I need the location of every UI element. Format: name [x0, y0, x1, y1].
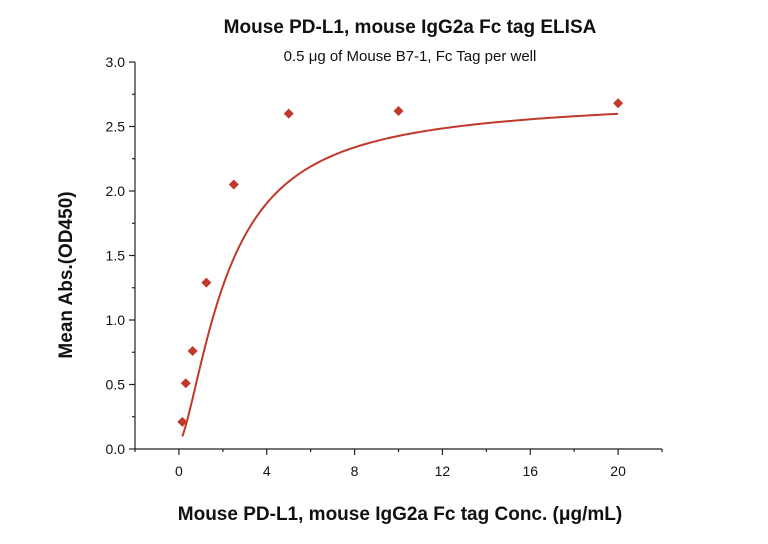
data-points-layer — [177, 98, 624, 427]
y-tick-label: 3.0 — [106, 54, 126, 70]
data-point — [187, 345, 198, 356]
y-tick-label: 2.5 — [106, 119, 126, 135]
x-tick-label: 20 — [610, 463, 626, 479]
y-axis-label: Mean Abs.(OD450) — [56, 191, 77, 358]
data-point — [393, 106, 404, 117]
data-point — [283, 108, 294, 119]
fit-curve-layer — [181, 112, 619, 437]
x-tick-label: 16 — [522, 463, 538, 479]
y-tick-label: 2.0 — [106, 183, 126, 199]
x-tick-label: 8 — [351, 463, 359, 479]
data-point — [613, 98, 624, 109]
chart-title: Mouse PD-L1, mouse IgG2a Fc tag ELISA — [224, 17, 597, 38]
data-point — [201, 277, 212, 288]
data-point — [180, 378, 191, 389]
fit-curve — [181, 112, 619, 437]
x-axis-label: Mouse PD-L1, mouse IgG2a Fc tag Conc. (μ… — [178, 504, 622, 525]
data-point — [177, 416, 188, 427]
y-tick-label: 0.0 — [106, 441, 126, 457]
y-tick-label: 1.5 — [106, 248, 126, 264]
y-tick-label: 0.5 — [106, 377, 126, 393]
data-point — [228, 179, 239, 190]
x-tick-label: 4 — [263, 463, 271, 479]
x-tick-label: 12 — [435, 463, 451, 479]
y-tick-label: 1.0 — [106, 312, 126, 328]
chart-subtitle: 0.5 μg of Mouse B7-1, Fc Tag per well — [284, 48, 537, 65]
x-tick-label: 0 — [175, 463, 183, 479]
axes: 0 4 8 12 16 20 0.0 0.5 1.0 1.5 2.0 2.5 3.0 — [106, 54, 663, 479]
